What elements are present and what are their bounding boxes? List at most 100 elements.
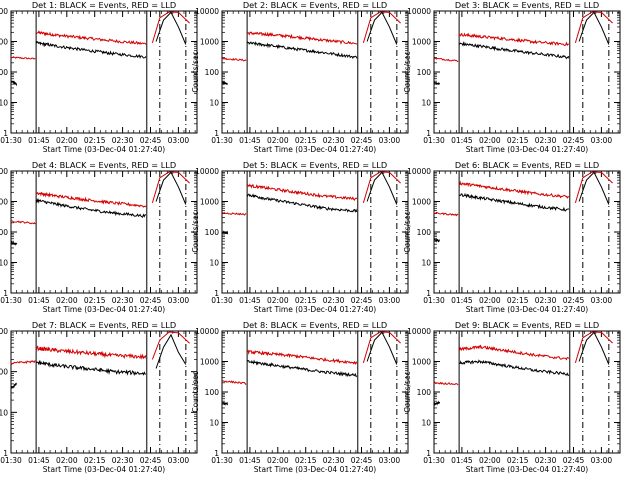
x-tick-label: 02:00 xyxy=(479,296,501,305)
x-tick-label: 03:00 xyxy=(168,136,190,145)
x-tick-label: 02:00 xyxy=(479,456,501,465)
lld-trace-flare xyxy=(362,331,401,364)
x-tick-label: 01:30 xyxy=(0,456,22,465)
y-tick-label: 1000 xyxy=(412,198,431,207)
lld-trace-main xyxy=(246,183,358,202)
events-trace-main xyxy=(246,193,358,213)
y-tick-label: 10 xyxy=(421,99,431,108)
x-axis-label: Start Time (03-Dec-04 01:27:40) xyxy=(254,465,376,474)
y-tick-label: 1000 xyxy=(412,358,431,367)
y-tick-label: 100 xyxy=(0,68,8,77)
x-tick-label: 02:15 xyxy=(84,136,106,145)
x-tick-label: 01:45 xyxy=(239,136,261,145)
y-tick-label: 1 xyxy=(214,129,219,138)
y-tick-label: 1000 xyxy=(412,38,431,47)
axes-box xyxy=(221,10,409,134)
x-tick-label: 01:45 xyxy=(239,456,261,465)
events-trace-pre xyxy=(221,80,228,86)
events-trace-pre xyxy=(221,401,228,406)
y-tick-label: 100 xyxy=(0,228,8,237)
events-trace-pre xyxy=(10,382,18,389)
x-tick-label: 02:30 xyxy=(323,136,345,145)
x-axis-label: Start Time (03-Dec-04 01:27:40) xyxy=(254,305,376,314)
events-trace-main xyxy=(35,40,147,59)
x-tick-label: 02:45 xyxy=(351,296,373,305)
x-tick-label: 01:45 xyxy=(239,296,261,305)
events-trace-flare xyxy=(366,331,398,365)
panel-det-9: Det 9: BLACK = Events, RED = LLD 1 10 100 10… xyxy=(403,320,621,474)
x-tick-label: 02:00 xyxy=(479,136,501,145)
lld-trace-flare xyxy=(574,11,613,44)
y-tick-label: 10000 xyxy=(195,7,219,16)
panel-det-5: Det 5: BLACK = Events, RED = LLD 1 10 100 10… xyxy=(191,160,409,314)
x-tick-label: 01:45 xyxy=(451,296,473,305)
x-tick-label: 01:30 xyxy=(211,296,233,305)
events-trace-main xyxy=(246,41,358,60)
x-tick-label: 01:45 xyxy=(28,296,50,305)
x-tick-label: 01:30 xyxy=(423,456,445,465)
panel-det-3: Det 3: BLACK = Events, RED = LLD 1 10 100 10… xyxy=(403,0,621,154)
lld-trace-main xyxy=(458,344,570,361)
y-tick-label: 10 xyxy=(209,419,219,428)
y-tick-label: 100 xyxy=(205,388,220,397)
lld-trace-flare xyxy=(151,331,190,360)
y-tick-label: 1000 xyxy=(0,327,8,336)
x-tick-label: 02:15 xyxy=(295,296,317,305)
lld-trace-main xyxy=(458,32,570,47)
lld-trace-flare xyxy=(151,171,190,204)
events-trace-flare xyxy=(155,333,187,369)
y-axis-label: Counts/sec xyxy=(403,51,412,92)
panel-det-7: Det 7: BLACK = Events, RED = LLD 1 10 100 10… xyxy=(0,320,198,474)
x-tick-label: 02:15 xyxy=(507,456,529,465)
axes-box xyxy=(10,10,198,134)
x-tick-label: 01:30 xyxy=(0,136,22,145)
y-tick-label: 1000 xyxy=(0,38,8,47)
x-tick-label: 02:00 xyxy=(267,136,289,145)
x-tick-label: 03:00 xyxy=(379,136,401,145)
y-tick-label: 1 xyxy=(3,449,8,458)
lld-trace-pre xyxy=(221,380,247,385)
y-axis-label: Counts/sec xyxy=(403,211,412,252)
y-tick-label: 1 xyxy=(426,289,431,298)
events-trace-flare xyxy=(578,331,610,365)
axes-box xyxy=(10,330,198,454)
panel-title: Det 3: BLACK = Events, RED = LLD xyxy=(455,0,599,10)
lld-trace-pre xyxy=(10,56,36,60)
lld-trace-main xyxy=(246,349,358,365)
y-tick-label: 100 xyxy=(417,388,432,397)
panel-det-6: Det 6: BLACK = Events, RED = LLD 1 10 100 10… xyxy=(403,160,621,314)
y-tick-label: 100 xyxy=(417,68,432,77)
x-tick-label: 02:00 xyxy=(267,456,289,465)
x-axis-label: Start Time (03-Dec-04 01:27:40) xyxy=(43,305,165,314)
lld-trace-main xyxy=(247,31,358,45)
x-tick-label: 02:45 xyxy=(140,296,162,305)
events-trace-pre xyxy=(10,240,18,246)
x-tick-label: 02:30 xyxy=(112,296,134,305)
lld-trace-flare xyxy=(362,171,401,204)
x-tick-label: 01:45 xyxy=(28,456,50,465)
y-tick-label: 10000 xyxy=(407,327,431,336)
x-tick-label: 02:45 xyxy=(563,456,585,465)
x-tick-label: 02:45 xyxy=(351,136,373,145)
y-tick-label: 1 xyxy=(426,449,431,458)
events-trace-main xyxy=(458,41,570,60)
events-trace-pre xyxy=(433,400,441,406)
events-trace-pre xyxy=(221,230,229,235)
lld-trace-pre xyxy=(433,57,459,63)
x-axis-label: Start Time (03-Dec-04 01:27:40) xyxy=(466,145,588,154)
x-axis-label: Start Time (03-Dec-04 01:27:40) xyxy=(43,465,165,474)
events-trace-flare xyxy=(366,171,398,205)
y-tick-label: 10 xyxy=(209,259,219,268)
x-tick-label: 03:00 xyxy=(591,456,613,465)
y-tick-label: 10 xyxy=(0,259,8,268)
events-trace-flare xyxy=(366,11,398,45)
events-trace-flare xyxy=(578,171,610,205)
x-tick-label: 02:30 xyxy=(323,296,345,305)
x-tick-label: 03:00 xyxy=(379,456,401,465)
y-tick-label: 10 xyxy=(0,99,8,108)
y-tick-label: 100 xyxy=(205,68,220,77)
x-tick-label: 02:15 xyxy=(295,136,317,145)
events-trace-main xyxy=(246,359,358,378)
events-trace-main xyxy=(35,359,146,376)
y-tick-label: 10000 xyxy=(0,167,8,176)
